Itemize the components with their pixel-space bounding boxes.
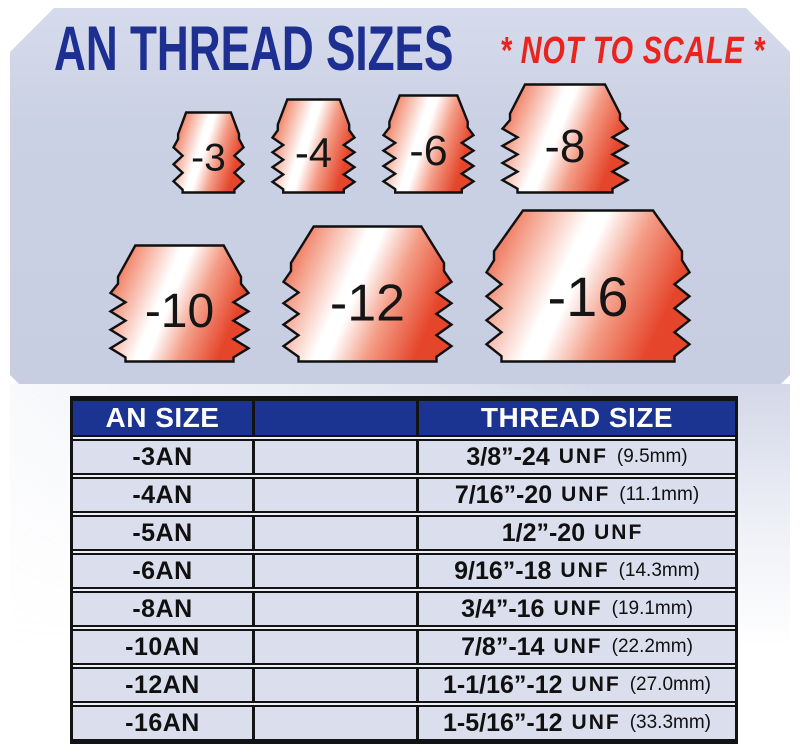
an-fitting-3: -3: [171, 110, 246, 195]
thread-standard: UNF: [553, 597, 603, 620]
an-fitting-6: -6: [381, 93, 476, 195]
fitting-row-small: -3 -4 -6 -8: [10, 85, 790, 195]
thread-size-cell: 7/8”-14 UNF (22.2mm): [416, 631, 735, 663]
table-header-row: AN SIZE THREAD SIZE: [73, 399, 735, 437]
an-size-cell: -3AN: [73, 441, 252, 473]
middle-cell: [252, 593, 416, 625]
thread-size-cell: 7/16”-20 UNF (11.1mm): [416, 479, 735, 511]
thread-size-value: 7/16”-20: [454, 480, 553, 509]
thread-standard: UNF: [571, 673, 621, 696]
thread-metric: (9.5mm): [616, 446, 688, 467]
thread-size-value: 7/8”-14: [461, 632, 545, 661]
header-an-size: AN SIZE: [73, 401, 252, 435]
middle-cell: [252, 669, 416, 701]
thread-size-value: 3/4”-16: [461, 594, 545, 623]
fitting-size-label: -4: [294, 129, 331, 176]
thread-standard: UNF: [594, 521, 644, 544]
table-row: -3AN 3/8”-24 UNF (9.5mm): [73, 439, 735, 475]
fitting-body-shape: [487, 211, 690, 362]
thread-size-cell: 9/16”-18 UNF (14.3mm): [416, 555, 735, 587]
fitting-body-shape: [111, 246, 249, 362]
middle-cell: [252, 479, 416, 511]
fitting-body-shape: [284, 227, 452, 362]
table-row: -8AN 3/4”-16 UNF (19.1mm): [73, 591, 735, 627]
fitting-size-label: -10: [145, 285, 214, 338]
table-row: -16AN 1-5/16”-12 UNF (33.3mm): [73, 705, 735, 741]
an-fitting-4: -4: [270, 97, 357, 195]
an-thread-size-table: AN SIZE THREAD SIZE -3AN 3/8”-24 UNF (9.…: [70, 396, 738, 744]
an-fitting-8: -8: [500, 82, 630, 195]
fitting-size-label: -16: [548, 265, 629, 328]
fitting-body-shape: [502, 85, 627, 193]
page-title: AN THREAD SIZES: [54, 14, 454, 84]
thread-size-value: 1-1/16”-12: [443, 670, 563, 699]
thread-standard: UNF: [561, 483, 611, 506]
thread-size-value: 9/16”-18: [454, 556, 552, 585]
thread-standard: UNF: [560, 559, 610, 582]
an-size-cell: -4AN: [73, 479, 252, 511]
thread-standard: UNF: [553, 635, 603, 658]
fitting-size-label: -8: [544, 120, 585, 172]
fitting-size-label: -3: [191, 137, 226, 180]
thread-size-cell: 1/2”-20 UNF: [416, 517, 735, 549]
an-size-cell: -16AN: [73, 707, 252, 739]
table-row: -10AN 7/8”-14 UNF (22.2mm): [73, 629, 735, 665]
thread-metric: (33.3mm): [629, 712, 711, 733]
thread-standard: UNF: [558, 445, 608, 468]
header-middle: [252, 401, 416, 435]
an-fitting-10: -10: [108, 243, 251, 364]
middle-cell: [252, 631, 416, 663]
fitting-body-shape: [173, 113, 243, 193]
thread-standard: UNF: [571, 711, 621, 734]
middle-cell: [252, 441, 416, 473]
thread-metric: (14.3mm): [618, 560, 700, 581]
an-size-cell: -12AN: [73, 669, 252, 701]
middle-cell: [252, 707, 416, 739]
thread-size-cell: 1-5/16”-12 UNF (33.3mm): [416, 707, 735, 739]
thread-metric: (27.0mm): [629, 674, 711, 695]
middle-cell: [252, 555, 416, 587]
table-row: -5AN 1/2”-20 UNF: [73, 515, 735, 551]
thread-size-value: 1-5/16”-12: [443, 708, 563, 737]
thread-metric: (22.2mm): [611, 636, 693, 657]
table-row: -4AN 7/16”-20 UNF (11.1mm): [73, 477, 735, 513]
diagram-panel: AN THREAD SIZES * NOT TO SCALE * -3 -4 -6-…: [10, 8, 790, 384]
fitting-body-shape: [383, 96, 473, 193]
header-thread-size: THREAD SIZE: [416, 401, 735, 435]
an-fitting-16: -16: [484, 208, 692, 364]
fitting-body-shape: [272, 100, 354, 193]
an-size-cell: -6AN: [73, 555, 252, 587]
table-row: -6AN 9/16”-18 UNF (14.3mm): [73, 553, 735, 589]
thread-metric: (19.1mm): [611, 598, 693, 619]
fitting-size-label: -12: [330, 274, 405, 332]
thread-size-cell: 3/8”-24 UNF (9.5mm): [416, 441, 735, 473]
thread-size-cell: 1-1/16”-12 UNF (27.0mm): [416, 669, 735, 701]
table-row: -12AN 1-1/16”-12 UNF (27.0mm): [73, 667, 735, 703]
an-size-cell: -10AN: [73, 631, 252, 663]
fitting-row-large: -10 -12 -16: [10, 211, 790, 364]
thread-size-value: 3/8”-24: [466, 442, 550, 471]
thread-metric: (11.1mm): [619, 484, 700, 505]
middle-cell: [252, 517, 416, 549]
thread-size-value: 1/2”-20: [501, 518, 586, 547]
thread-size-cell: 3/4”-16 UNF (19.1mm): [416, 593, 735, 625]
an-fitting-12: -12: [281, 224, 454, 364]
an-size-cell: -8AN: [73, 593, 252, 625]
fitting-size-label: -6: [409, 127, 447, 175]
not-to-scale-note: * NOT TO SCALE *: [500, 30, 766, 72]
an-size-cell: -5AN: [73, 517, 252, 549]
